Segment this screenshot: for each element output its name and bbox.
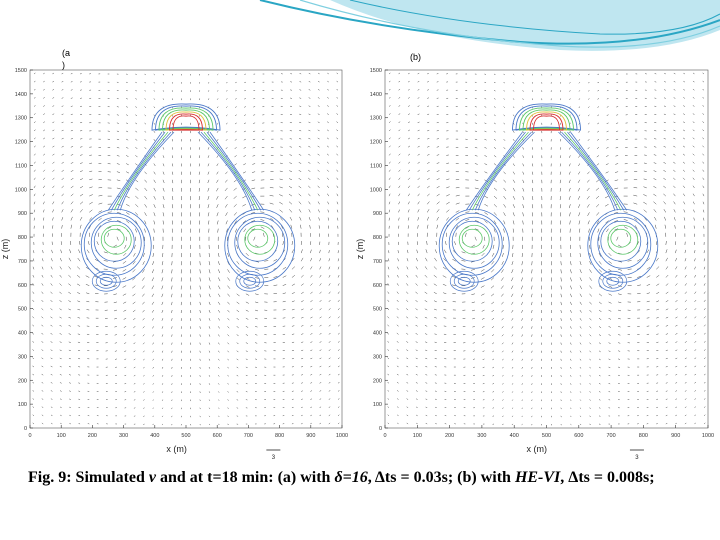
scalar-contours — [438, 103, 659, 292]
panel-a-label-2: ) — [62, 60, 65, 70]
header-swoosh — [259, 0, 720, 51]
x-tick-label: 500 — [542, 433, 551, 439]
y-tick-label: 1000 — [15, 187, 27, 193]
caption-v: v — [148, 469, 156, 486]
caption-part1: Fig. 9: Simulated — [28, 469, 149, 486]
y-tick-label: 500 — [373, 307, 382, 313]
caption-delta: δ=16 — [334, 469, 368, 486]
x-tick-label: 1000 — [336, 433, 348, 439]
y-tick-label: 800 — [373, 235, 382, 241]
y-tick-label: 1500 — [15, 68, 27, 74]
y-tick-label: 1200 — [15, 140, 27, 146]
vector-field-plot-a: 0100200300400500600700800900100011001200… — [0, 68, 348, 461]
x-tick-label: 700 — [244, 433, 253, 439]
vector-field-plot-b: 0100200300400500600700800900100011001200… — [355, 68, 714, 461]
x-tick-label: 900 — [671, 433, 680, 439]
panel-a: (a ) 0 100 200 300 400 500 600 700 800 900 1000 110… — [0, 40, 360, 465]
y-tick-label: 200 — [18, 378, 27, 384]
x-tick-label: 500 — [181, 433, 190, 439]
plot-frame — [384, 69, 709, 429]
x-tick-label: 400 — [150, 433, 159, 439]
plot-frame — [29, 69, 343, 429]
panel-a-label: (a — [62, 48, 71, 58]
y-tick-label: 1000 — [370, 187, 382, 193]
y-tick-label: 1500 — [370, 68, 382, 74]
x-tick-label: 200 — [88, 433, 97, 439]
caption-hevi: HE-VI — [514, 469, 561, 486]
y-tick-label: 600 — [18, 283, 27, 289]
figure-caption: Fig. 9: Simulated v and at t=18 min: (a)… — [28, 468, 698, 488]
panel-b-label: (b) — [410, 52, 421, 62]
x-tick-label: 200 — [445, 433, 454, 439]
x-tick-label: 0 — [28, 433, 31, 439]
axis-ticks: 0100200300400500600700800900100011001200… — [15, 68, 348, 439]
y-tick-label: 1100 — [15, 163, 27, 169]
x-tick-label: 1000 — [702, 433, 714, 439]
x-tick-label: 600 — [213, 433, 222, 439]
y-tick-label: 300 — [18, 354, 27, 360]
y-tick-label: 700 — [18, 259, 27, 265]
y-tick-label: 1300 — [15, 116, 27, 122]
x-axis-label: x (m) — [527, 444, 548, 454]
y-tick-label: 1400 — [370, 92, 382, 98]
panel-b: (b) 0 100 200 300 400 500 600 700 800 900 1000 1100… — [355, 40, 720, 465]
y-tick-label: 300 — [373, 354, 382, 360]
scale-value: 3 — [272, 455, 276, 461]
x-tick-label: 0 — [383, 433, 386, 439]
x-tick-label: 700 — [607, 433, 616, 439]
y-tick-label: 100 — [373, 402, 382, 408]
scale-value: 3 — [635, 455, 639, 461]
x-tick-label: 800 — [275, 433, 284, 439]
y-tick-label: 400 — [18, 331, 27, 337]
y-tick-label: 1400 — [15, 92, 27, 98]
y-axis-label: z (m) — [0, 239, 10, 260]
y-tick-label: 100 — [18, 402, 27, 408]
x-tick-label: 400 — [510, 433, 519, 439]
x-tick-label: 300 — [119, 433, 128, 439]
y-tick-label: 500 — [18, 307, 27, 313]
x-tick-label: 800 — [639, 433, 648, 439]
x-tick-label: 600 — [574, 433, 583, 439]
y-tick-label: 900 — [373, 211, 382, 217]
y-tick-label: 800 — [18, 235, 27, 241]
x-axis-label: x (m) — [166, 444, 187, 454]
velocity-vectors — [387, 72, 706, 426]
velocity-vectors — [32, 72, 340, 426]
caption-part3: , — [367, 469, 375, 486]
x-tick-label: 900 — [306, 433, 315, 439]
y-tick-label: 0 — [379, 426, 382, 432]
x-tick-label: 100 — [413, 433, 422, 439]
x-tick-label: 100 — [57, 433, 66, 439]
x-tick-label: 300 — [477, 433, 486, 439]
y-tick-label: 0 — [24, 426, 27, 432]
y-axis-label: z (m) — [355, 239, 365, 260]
y-tick-label: 900 — [18, 211, 27, 217]
caption-dts1: Δts = 0.03s; (b) with — [374, 469, 515, 486]
y-tick-label: 1200 — [370, 140, 382, 146]
axis-ticks: 0100200300400500600700800900100011001200… — [370, 68, 714, 439]
y-tick-label: 1300 — [370, 116, 382, 122]
scalar-contours — [80, 103, 296, 292]
y-tick-label: 600 — [373, 283, 382, 289]
caption-part2: and at t=18 min: (a) with — [156, 469, 335, 486]
y-tick-label: 200 — [373, 378, 382, 384]
y-tick-label: 1100 — [370, 163, 382, 169]
y-tick-label: 700 — [373, 259, 382, 265]
y-tick-label: 400 — [373, 331, 382, 337]
caption-part4: , Δts = 0.008s; — [560, 469, 655, 486]
